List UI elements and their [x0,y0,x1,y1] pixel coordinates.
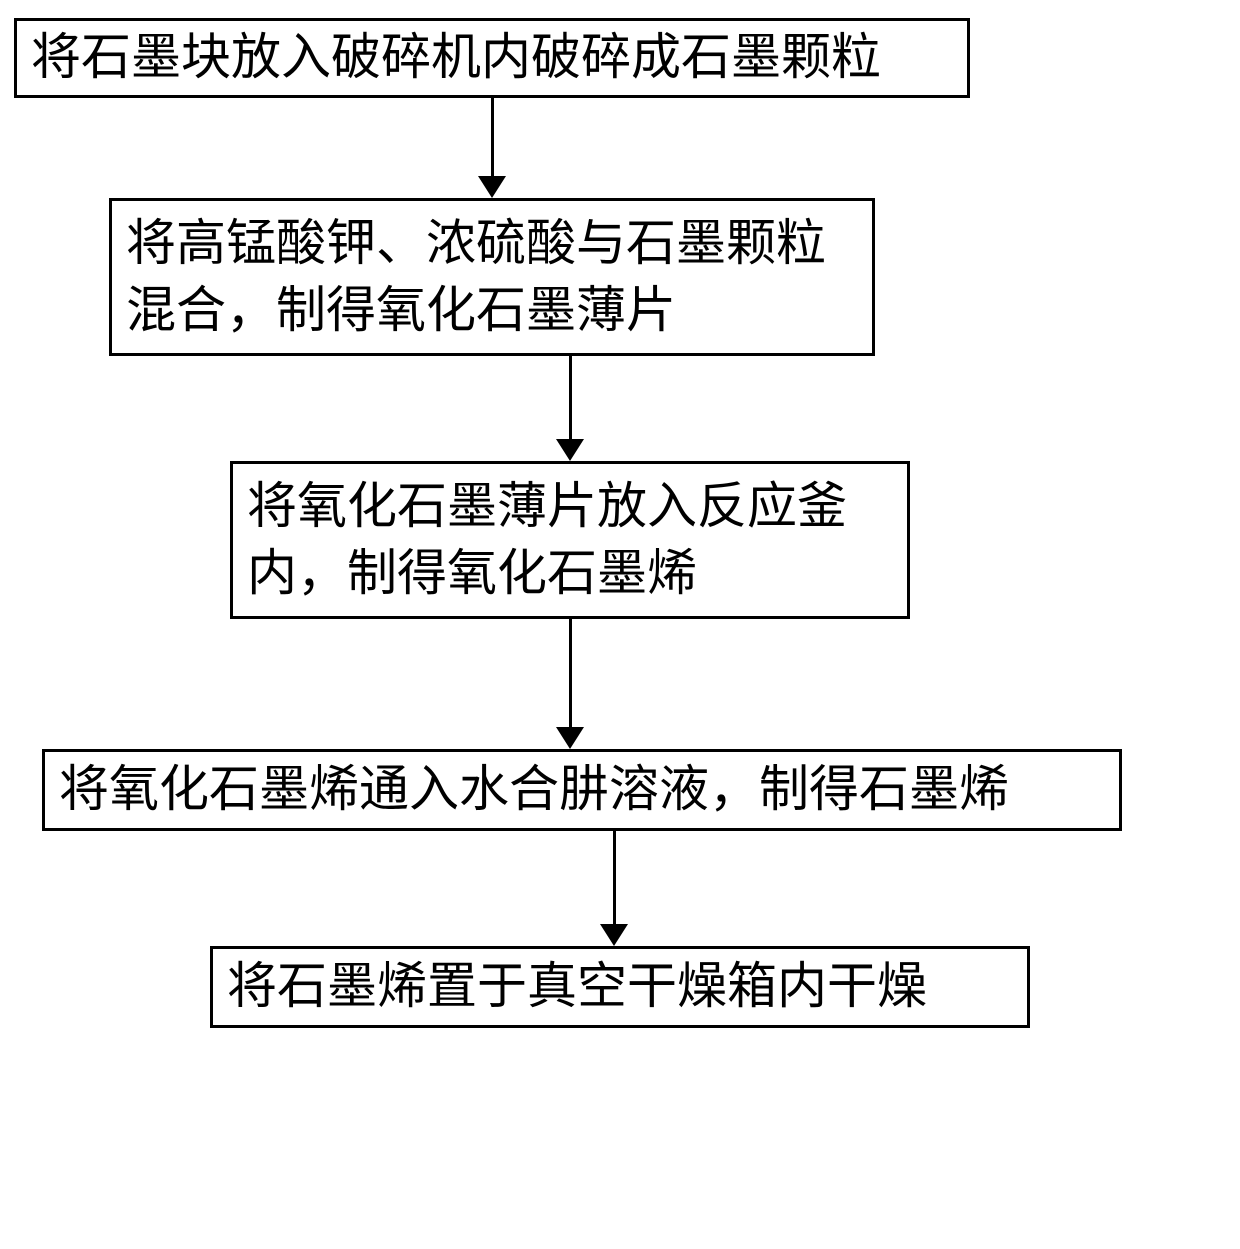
arrow-head-icon [556,727,584,749]
flowchart-arrow [478,98,506,198]
arrow-line [569,356,572,439]
node-text: 将石墨烯置于真空干燥箱内干燥 [227,953,927,1021]
flowchart-node-step1: 将石墨块放入破碎机内破碎成石墨颗粒 [14,18,970,98]
flowchart-arrow [600,831,628,946]
arrow-line [569,619,572,727]
flowchart-arrow [556,619,584,749]
node-text: 将高锰酸钾、浓硫酸与石墨颗粒混合，制得氧化石墨薄片 [126,210,858,345]
flowchart-node-step4: 将氧化石墨烯通入水合肼溶液，制得石墨烯 [42,749,1122,831]
flowchart-node-step3: 将氧化石墨薄片放入反应釜内，制得氧化石墨烯 [230,461,910,619]
flowchart-container: 将石墨块放入破碎机内破碎成石墨颗粒将高锰酸钾、浓硫酸与石墨颗粒混合，制得氧化石墨… [42,18,1122,1028]
arrow-head-icon [600,924,628,946]
arrow-head-icon [556,439,584,461]
arrow-line [613,831,616,924]
node-text: 将氧化石墨烯通入水合肼溶液，制得石墨烯 [59,756,1009,824]
flowchart-node-step2: 将高锰酸钾、浓硫酸与石墨颗粒混合，制得氧化石墨薄片 [109,198,875,356]
node-text: 将氧化石墨薄片放入反应釜内，制得氧化石墨烯 [247,473,893,608]
flowchart-node-step5: 将石墨烯置于真空干燥箱内干燥 [210,946,1030,1028]
flowchart-arrow [556,356,584,461]
arrow-head-icon [478,176,506,198]
arrow-line [491,98,494,176]
node-text: 将石墨块放入破碎机内破碎成石墨颗粒 [31,24,881,92]
